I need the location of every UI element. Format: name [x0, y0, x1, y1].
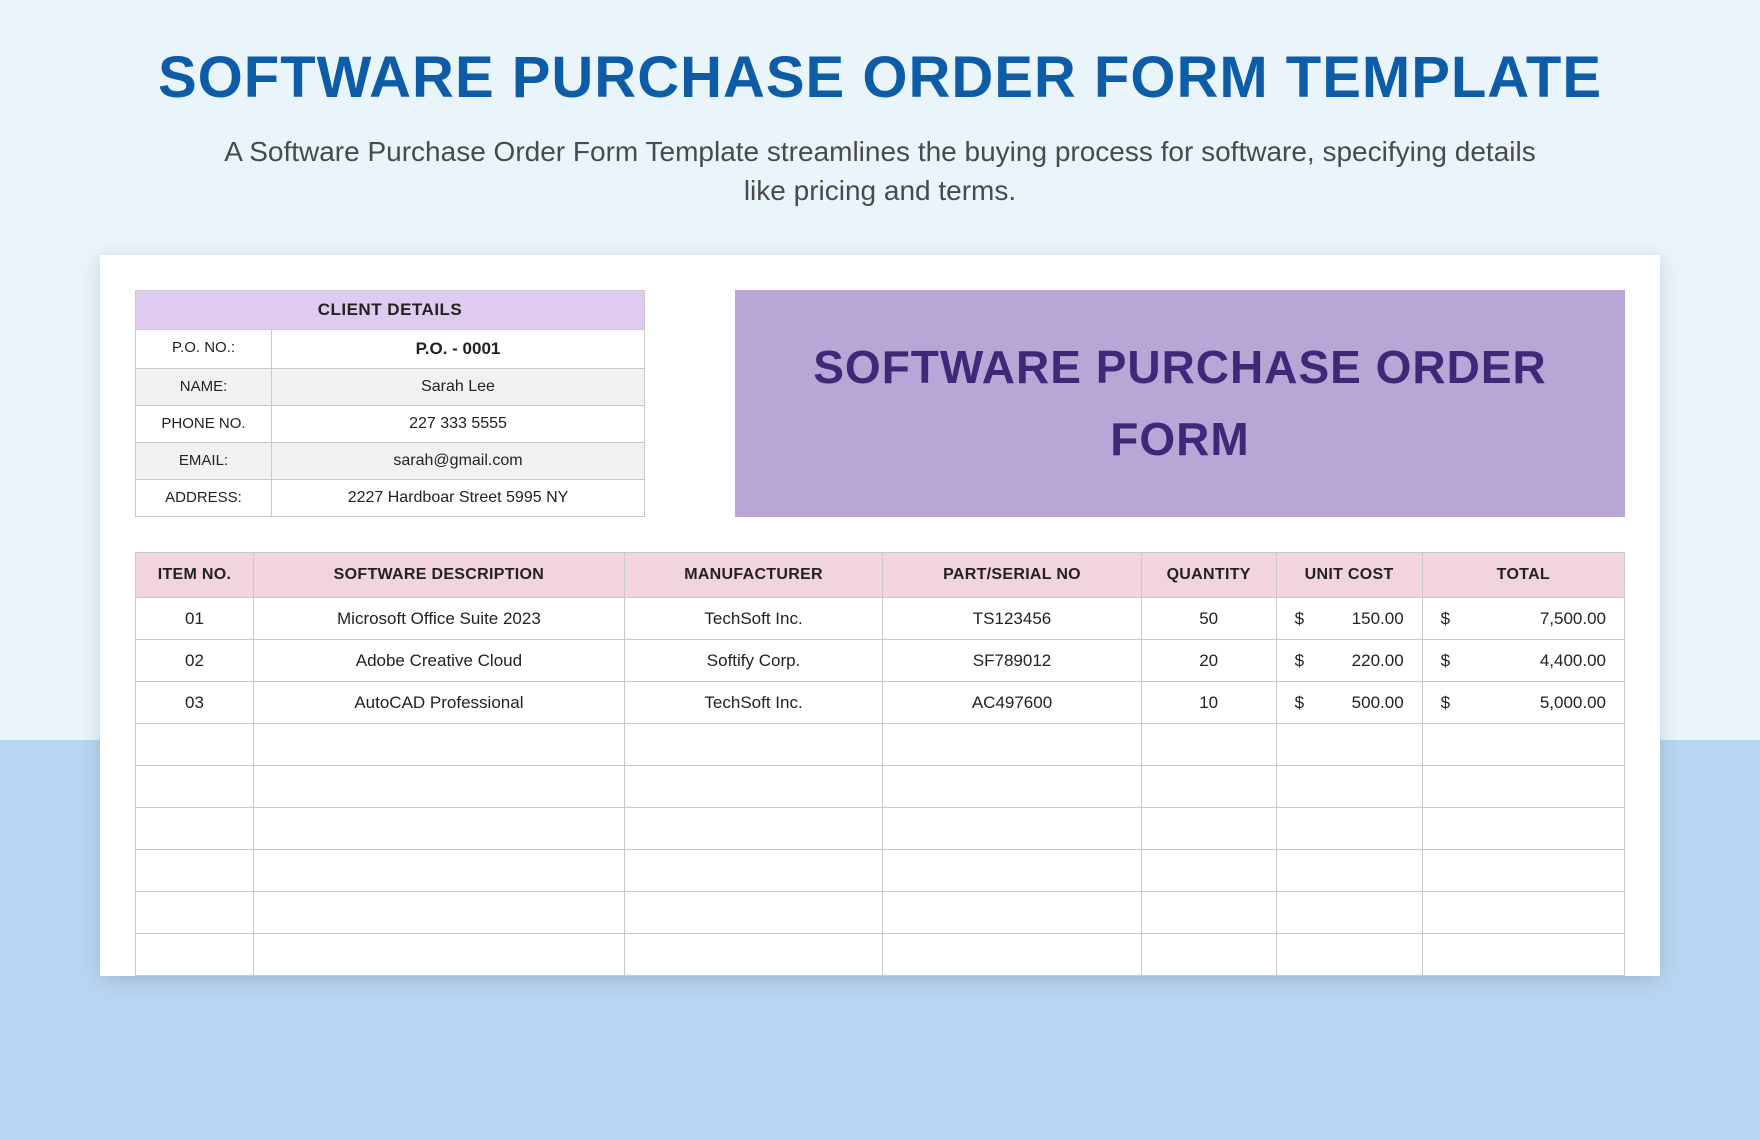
- client-label: ADDRESS:: [136, 480, 271, 516]
- items-table: ITEM NO. SOFTWARE DESCRIPTION MANUFACTUR…: [135, 552, 1625, 976]
- cell-item: 03: [136, 682, 254, 724]
- client-label: P.O. NO.:: [136, 330, 271, 368]
- table-row-empty: [136, 808, 1625, 850]
- cell-desc: Microsoft Office Suite 2023: [253, 598, 624, 640]
- col-header-desc: SOFTWARE DESCRIPTION: [253, 553, 624, 598]
- form-card: CLIENT DETAILS P.O. NO.: P.O. - 0001 NAM…: [100, 255, 1660, 976]
- cell-desc: AutoCAD Professional: [253, 682, 624, 724]
- top-row: CLIENT DETAILS P.O. NO.: P.O. - 0001 NAM…: [135, 290, 1625, 517]
- client-value: 2227 Hardboar Street 5995 NY: [271, 480, 644, 516]
- cell-serial: AC497600: [883, 682, 1141, 724]
- cell-serial: TS123456: [883, 598, 1141, 640]
- client-value: 227 333 5555: [271, 406, 644, 442]
- page-title: SOFTWARE PURCHASE ORDER FORM TEMPLATE: [0, 0, 1760, 112]
- table-row-empty: [136, 934, 1625, 976]
- col-header-unit: UNIT COST: [1276, 553, 1422, 598]
- table-row-empty: [136, 724, 1625, 766]
- client-value: sarah@gmail.com: [271, 443, 644, 479]
- form-title-badge: SOFTWARE PURCHASE ORDER FORM: [735, 290, 1625, 517]
- cell-qty: 10: [1141, 682, 1276, 724]
- client-row-phone: PHONE NO. 227 333 5555: [136, 405, 644, 442]
- client-row-name: NAME: Sarah Lee: [136, 368, 644, 405]
- table-header-row: ITEM NO. SOFTWARE DESCRIPTION MANUFACTUR…: [136, 553, 1625, 598]
- cell-unit: $150.00: [1276, 598, 1422, 640]
- client-label: NAME:: [136, 369, 271, 405]
- col-header-qty: QUANTITY: [1141, 553, 1276, 598]
- table-row: 03AutoCAD ProfessionalTechSoft Inc.AC497…: [136, 682, 1625, 724]
- cell-total: $7,500.00: [1422, 598, 1624, 640]
- client-label: PHONE NO.: [136, 406, 271, 442]
- client-row-email: EMAIL: sarah@gmail.com: [136, 442, 644, 479]
- cell-qty: 50: [1141, 598, 1276, 640]
- cell-desc: Adobe Creative Cloud: [253, 640, 624, 682]
- cell-item: 02: [136, 640, 254, 682]
- cell-total: $4,400.00: [1422, 640, 1624, 682]
- cell-item: 01: [136, 598, 254, 640]
- cell-qty: 20: [1141, 640, 1276, 682]
- form-title-text: SOFTWARE PURCHASE ORDER FORM: [765, 332, 1595, 475]
- cell-manu: TechSoft Inc.: [624, 682, 882, 724]
- client-details-header: CLIENT DETAILS: [136, 291, 644, 329]
- table-row-empty: [136, 892, 1625, 934]
- cell-manu: Softify Corp.: [624, 640, 882, 682]
- client-value: P.O. - 0001: [271, 330, 644, 368]
- col-header-manu: MANUFACTURER: [624, 553, 882, 598]
- cell-manu: TechSoft Inc.: [624, 598, 882, 640]
- table-row-empty: [136, 766, 1625, 808]
- cell-serial: SF789012: [883, 640, 1141, 682]
- table-row-empty: [136, 850, 1625, 892]
- col-header-serial: PART/SERIAL NO: [883, 553, 1141, 598]
- client-row-po: P.O. NO.: P.O. - 0001: [136, 329, 644, 368]
- client-label: EMAIL:: [136, 443, 271, 479]
- col-header-total: TOTAL: [1422, 553, 1624, 598]
- client-details-block: CLIENT DETAILS P.O. NO.: P.O. - 0001 NAM…: [135, 290, 645, 517]
- cell-total: $5,000.00: [1422, 682, 1624, 724]
- cell-unit: $220.00: [1276, 640, 1422, 682]
- cell-unit: $500.00: [1276, 682, 1422, 724]
- client-value: Sarah Lee: [271, 369, 644, 405]
- client-row-address: ADDRESS: 2227 Hardboar Street 5995 NY: [136, 479, 644, 516]
- table-row: 02Adobe Creative CloudSoftify Corp.SF789…: [136, 640, 1625, 682]
- page-description: A Software Purchase Order Form Template …: [0, 112, 1760, 210]
- table-row: 01Microsoft Office Suite 2023TechSoft In…: [136, 598, 1625, 640]
- col-header-item: ITEM NO.: [136, 553, 254, 598]
